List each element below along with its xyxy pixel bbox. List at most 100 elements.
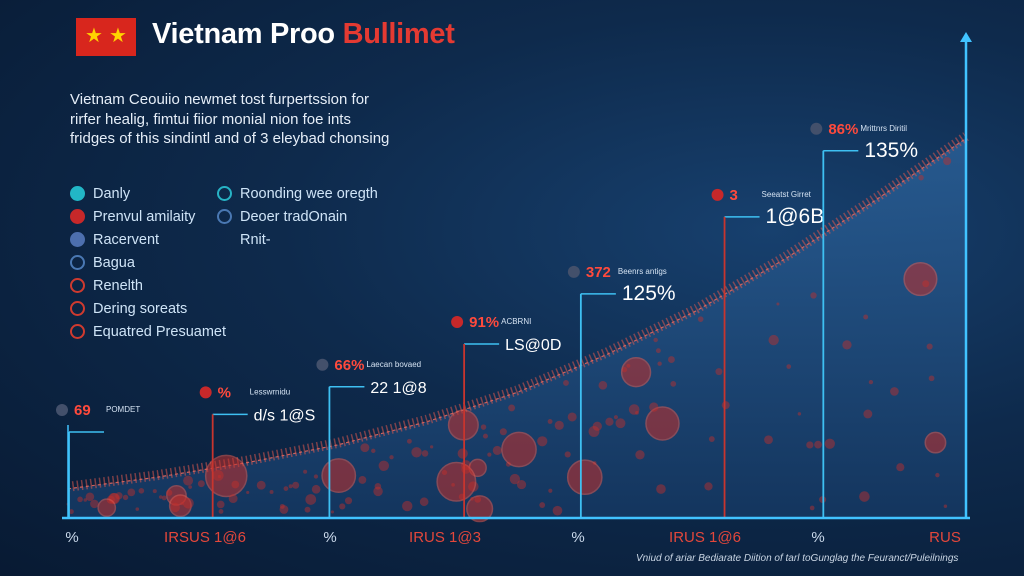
area-bubble	[311, 484, 321, 494]
area-bubble	[890, 387, 899, 396]
legend-label: Deoer tradOnain	[240, 208, 348, 225]
area-bubble	[168, 494, 192, 518]
area-bubble	[360, 443, 370, 453]
area-bubble	[567, 412, 577, 422]
area-bubble	[374, 483, 382, 490]
area-bubble	[115, 492, 123, 500]
area-bubble	[470, 496, 474, 501]
x-tick-label: %	[571, 529, 584, 546]
callout-marker-icon	[316, 358, 329, 371]
area-bubble	[279, 503, 285, 509]
callout-label: Beenrs antigs	[618, 267, 667, 276]
legend-item: Danly	[70, 182, 226, 205]
area-bubble	[218, 509, 224, 514]
blue-ring-icon	[70, 255, 85, 270]
area-bubble	[419, 497, 429, 507]
area-bubble	[304, 506, 311, 513]
area-bubble	[768, 334, 779, 346]
callout-label: Mrittnrs Diritil	[860, 124, 907, 133]
red-pin-icon	[70, 209, 85, 224]
area-bubble	[859, 491, 870, 502]
area-bubble	[339, 503, 346, 510]
area-bubble	[378, 460, 390, 472]
vietnam-flag: ★ ★	[76, 18, 136, 56]
description-text: Vietnam Ceouiio newmet tost furpertssion…	[70, 91, 390, 147]
area-bubble	[358, 476, 367, 484]
area-bubble	[321, 458, 357, 493]
callout-value: 135%	[864, 139, 918, 162]
x-tick-label: %	[323, 529, 336, 546]
callout-marker-icon	[567, 265, 580, 278]
callout-percent: 69	[74, 402, 91, 419]
legend-label: Roonding wee oregth	[240, 185, 378, 202]
area-bubble	[863, 314, 869, 320]
area-bubble	[786, 364, 792, 369]
area-bubble	[509, 473, 521, 485]
area-bubble	[344, 497, 353, 505]
area-bubble	[924, 431, 947, 454]
area-bubble	[313, 474, 319, 479]
star-icon: ★	[109, 25, 127, 47]
callout-label: Lesswrnidu	[250, 387, 290, 396]
callout-value: LS@0D	[505, 337, 561, 354]
area-bubble	[83, 498, 88, 502]
area-bubble	[613, 415, 618, 420]
area-bubble	[588, 425, 600, 437]
area-bubble	[480, 424, 487, 430]
area-bubble	[918, 174, 924, 181]
area-bubble	[943, 504, 948, 508]
x-tick-label: IRSUS 1@6	[164, 529, 246, 546]
star-icon: ★	[85, 25, 103, 47]
legend-label: Dering soreats	[93, 300, 188, 317]
area-bubble	[411, 447, 422, 458]
area-bubble	[928, 375, 935, 382]
teal-ring-icon	[217, 186, 232, 201]
area-bubble	[283, 486, 289, 491]
area-bubble	[279, 505, 289, 514]
area-bubble	[715, 368, 723, 376]
area-bubble	[592, 421, 602, 431]
area-bubble	[373, 486, 383, 497]
area-bubble	[436, 461, 477, 502]
title-accent: Bullimet	[342, 18, 455, 50]
area-bubble	[810, 292, 817, 299]
callout-label: Laecan bovaed	[366, 360, 421, 369]
area-bubble	[231, 480, 240, 489]
area-bubble	[564, 451, 571, 458]
legend-label: Rnit-	[240, 231, 271, 248]
x-tick-label: %	[65, 529, 78, 546]
area-bubble	[161, 495, 167, 501]
legend-label: Prenvul amilaity	[93, 208, 196, 225]
callout-value: 22 1@8	[370, 380, 426, 397]
area-bubble	[598, 381, 608, 390]
area-bubble	[197, 480, 205, 488]
legend-label: Bagua	[93, 254, 135, 271]
area-bubble	[721, 401, 730, 410]
area-fill	[68, 138, 966, 518]
legend-label: Racervent	[93, 231, 160, 248]
title-main: Vietnam Proo	[152, 18, 335, 50]
area-bubble	[292, 481, 300, 489]
red-ring-icon	[70, 278, 85, 293]
callout-percent: 372	[586, 264, 611, 281]
area-bubble	[814, 440, 822, 449]
area-bubble	[77, 496, 83, 503]
area-bubble	[539, 502, 546, 508]
area-bubble	[429, 445, 434, 449]
area-bubble	[656, 484, 666, 494]
blue-bubble-icon	[70, 232, 85, 247]
area-bubble	[461, 464, 471, 474]
area-bubble	[649, 402, 659, 412]
area-bubble	[776, 302, 780, 306]
area-bubble	[896, 463, 905, 472]
area-bubble	[653, 337, 658, 343]
area-bubble	[842, 340, 852, 350]
area-bubble	[217, 474, 222, 479]
area-bubble	[303, 469, 308, 474]
callout-percent: 3	[730, 187, 738, 204]
area-bubble	[166, 489, 173, 496]
area-bubble	[228, 494, 238, 504]
area-bubble	[246, 490, 250, 494]
area-bubble	[657, 361, 662, 366]
